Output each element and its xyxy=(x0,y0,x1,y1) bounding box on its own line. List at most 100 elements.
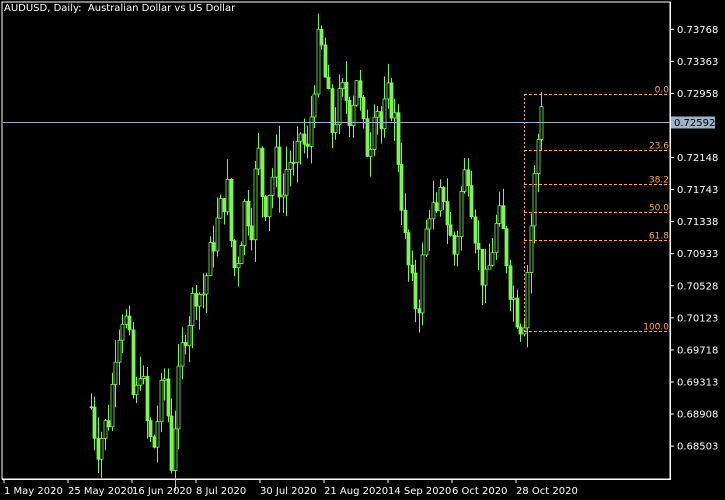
candle-body xyxy=(204,275,209,295)
candle-body xyxy=(236,263,241,269)
price-tick-label: 0.72148 xyxy=(677,153,718,164)
time-tick-label: 1 May 2020 xyxy=(4,486,63,497)
candle-body xyxy=(110,383,115,428)
time-tick-label: 14 Sep 2020 xyxy=(388,486,451,497)
fib-level-label: 23.6 xyxy=(649,142,669,152)
candle-body xyxy=(145,376,150,422)
price-tick-label: 0.71338 xyxy=(677,217,718,228)
candle-body xyxy=(504,228,509,267)
candle-body xyxy=(420,254,425,314)
candle-body xyxy=(379,111,384,130)
candle-body xyxy=(389,82,394,119)
candle-body xyxy=(127,315,132,331)
fibonacci-retracement[interactable]: 0.0 23.6 38.2 50.0 61.8 100.0 xyxy=(524,86,670,333)
price-tick-label: 0.70528 xyxy=(677,281,718,292)
candle-body xyxy=(246,200,251,227)
candle-body xyxy=(480,248,485,286)
price-tick-label: 0.71743 xyxy=(677,185,718,196)
candle-body xyxy=(89,406,94,409)
candle-body xyxy=(483,268,488,286)
candle-body xyxy=(365,118,370,157)
time-tick-label: 6 Oct 2020 xyxy=(452,486,507,497)
candle-body xyxy=(284,169,289,196)
candle-body xyxy=(410,264,415,274)
candle-body xyxy=(469,185,474,218)
candle-body xyxy=(288,162,293,171)
candle-body xyxy=(138,378,143,386)
candle-body xyxy=(375,111,380,118)
candle-body xyxy=(277,146,282,198)
candle-body xyxy=(497,205,502,224)
candle-body xyxy=(148,420,153,438)
time-tick-label: 28 Oct 2020 xyxy=(516,486,578,497)
fib-level-label: 0.0 xyxy=(655,86,670,96)
candle-body xyxy=(229,178,234,242)
candle-body xyxy=(417,308,422,314)
candle-body xyxy=(340,81,345,89)
price-tick-label: 0.72958 xyxy=(677,89,718,100)
candle-body xyxy=(141,376,146,379)
chart-title: AUDUSD, Daily: Australian Dollar vs US D… xyxy=(4,3,236,14)
candle-body xyxy=(392,112,397,119)
fib-level-label: 61.8 xyxy=(649,232,669,242)
candle-body xyxy=(361,97,366,120)
price-tick-label: 0.73363 xyxy=(677,57,718,68)
candle-body xyxy=(525,271,530,329)
candle-body xyxy=(312,93,317,118)
candle-body xyxy=(291,162,296,164)
candle-body xyxy=(113,361,118,385)
time-tick-label: 30 Jul 2020 xyxy=(260,486,317,497)
candle-body xyxy=(326,76,331,90)
candle-body xyxy=(448,224,453,236)
candle-body xyxy=(267,194,272,218)
candle-body xyxy=(455,236,460,255)
candle-body xyxy=(427,218,432,230)
candle-body xyxy=(274,146,279,178)
candle-body xyxy=(413,272,418,310)
candle-body xyxy=(155,421,160,448)
candle-body xyxy=(176,365,181,430)
price-tick-label: 0.68908 xyxy=(677,410,718,421)
candle-body xyxy=(316,28,321,95)
candle-body xyxy=(215,217,220,252)
price-axis: 0.73768 0.73363 0.72958 0.72148 0.71743 0.713… xyxy=(670,25,718,453)
candle-body xyxy=(441,187,446,202)
candle-body xyxy=(490,252,495,266)
candle-body xyxy=(466,169,471,186)
candle-body xyxy=(337,88,342,126)
candle-body xyxy=(270,176,275,196)
candle-body xyxy=(344,81,349,101)
candle-body xyxy=(134,384,139,396)
candle-body xyxy=(96,437,101,460)
candle-body xyxy=(295,140,300,164)
candle-body xyxy=(368,149,373,157)
candle-body xyxy=(242,200,247,246)
candle-body xyxy=(124,315,129,325)
candle-body xyxy=(382,98,387,130)
candle-body xyxy=(459,191,464,238)
current-price-label-bg xyxy=(671,116,715,129)
candle-body xyxy=(187,325,192,347)
candle-body xyxy=(424,228,429,256)
current-price-label: 0.72592 xyxy=(674,118,715,129)
candle-body xyxy=(532,173,537,227)
price-tick-label: 0.70123 xyxy=(677,313,718,324)
candle-body xyxy=(249,225,254,241)
candle-body xyxy=(256,147,261,170)
candle-body xyxy=(515,297,520,328)
candle-body xyxy=(501,205,506,230)
candle-body xyxy=(106,420,111,428)
candle-body xyxy=(232,240,237,269)
price-tick-label: 0.70933 xyxy=(677,249,718,260)
candle-body xyxy=(298,133,303,142)
candle-body xyxy=(173,428,178,471)
candle-body xyxy=(399,164,404,211)
candle-body xyxy=(120,323,125,341)
candle-body xyxy=(305,143,310,147)
candle-body xyxy=(354,80,359,106)
candle-body xyxy=(239,245,244,264)
candle-body xyxy=(159,380,164,423)
time-tick-label: 21 Aug 2020 xyxy=(324,486,388,497)
candle-body xyxy=(508,265,513,300)
